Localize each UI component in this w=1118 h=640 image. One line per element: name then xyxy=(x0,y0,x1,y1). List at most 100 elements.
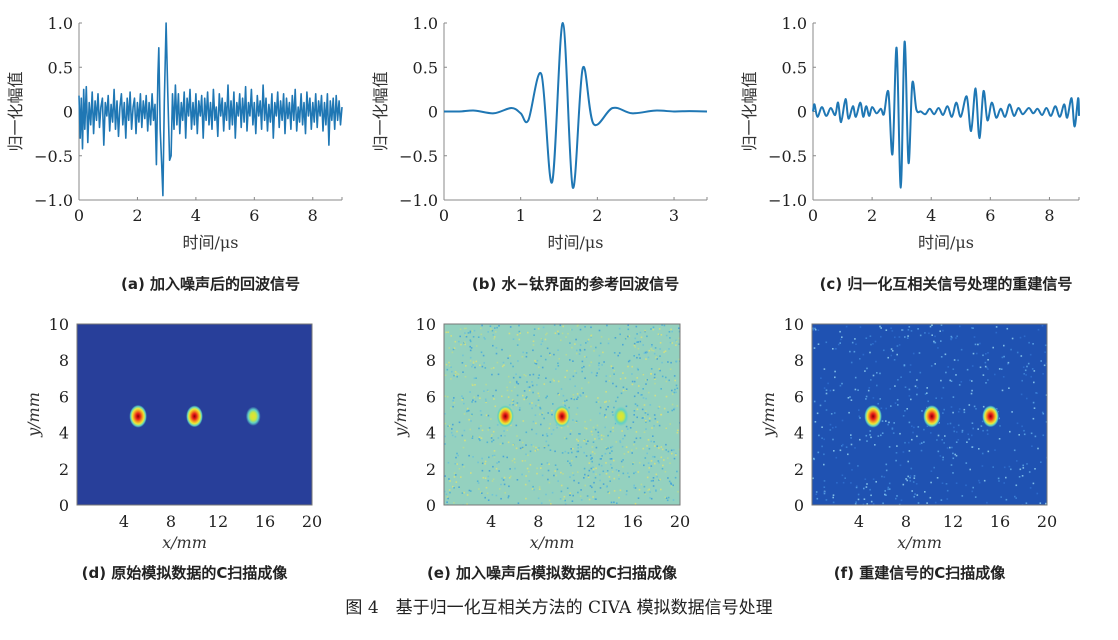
noise-speck xyxy=(667,496,670,499)
noise-speck xyxy=(646,476,649,479)
noise-speck xyxy=(459,328,462,331)
noise-speck xyxy=(636,404,639,407)
noise-speck xyxy=(905,478,907,480)
noise-speck xyxy=(660,488,662,491)
noise-speck xyxy=(529,374,531,376)
noise-speck xyxy=(533,334,535,336)
noise-speck xyxy=(958,408,961,410)
noise-speck xyxy=(630,449,633,451)
noise-speck xyxy=(857,465,859,467)
noise-speck xyxy=(604,401,606,403)
noise-speck xyxy=(836,482,838,484)
noise-speck xyxy=(913,477,916,479)
noise-speck xyxy=(537,404,540,407)
noise-speck xyxy=(909,475,912,477)
noise-speck xyxy=(510,362,512,365)
noise-speck xyxy=(611,411,614,413)
noise-speck xyxy=(881,475,883,478)
noise-speck xyxy=(546,332,548,335)
noise-speck xyxy=(485,400,487,402)
noise-speck xyxy=(837,343,840,346)
noise-speck xyxy=(544,338,547,341)
noise-speck xyxy=(584,484,586,487)
x-tick-label: 2 xyxy=(592,206,602,225)
noise-speck xyxy=(1042,373,1044,375)
noise-speck xyxy=(815,491,818,493)
noise-speck xyxy=(675,391,677,394)
noise-speck xyxy=(674,476,677,479)
noise-speck xyxy=(550,433,553,435)
noise-speck xyxy=(496,326,498,329)
noise-speck xyxy=(665,334,668,337)
noise-speck xyxy=(485,401,487,404)
noise-speck xyxy=(667,457,669,459)
noise-speck xyxy=(880,434,882,437)
noise-speck xyxy=(825,341,828,344)
noise-speck xyxy=(642,344,644,346)
y-axis-label: y/mm xyxy=(759,392,778,438)
noise-speck xyxy=(961,429,964,432)
noise-speck xyxy=(640,394,643,396)
noise-speck xyxy=(618,470,620,472)
noise-speck xyxy=(599,473,601,476)
noise-speck xyxy=(876,384,878,387)
noise-speck xyxy=(576,349,578,352)
noise-speck xyxy=(602,351,604,354)
noise-speck xyxy=(581,370,583,373)
noise-speck xyxy=(593,452,596,455)
noise-speck xyxy=(497,437,500,439)
noise-speck xyxy=(454,371,457,373)
noise-speck xyxy=(578,353,581,355)
noise-speck xyxy=(655,489,657,491)
noise-speck xyxy=(553,353,555,356)
noise-speck xyxy=(525,431,528,434)
noise-speck xyxy=(1026,365,1028,368)
y-tick-label: −0.5 xyxy=(34,147,73,166)
noise-speck xyxy=(541,366,544,369)
noise-speck xyxy=(560,484,563,487)
noise-speck xyxy=(671,393,674,395)
noise-speck xyxy=(888,446,891,448)
noise-speck xyxy=(1003,466,1006,469)
noise-speck xyxy=(541,413,543,416)
noise-speck xyxy=(521,460,524,462)
noise-speck xyxy=(1011,411,1013,413)
noise-speck xyxy=(564,404,566,406)
noise-speck xyxy=(465,327,467,330)
noise-speck xyxy=(492,430,495,433)
noise-speck xyxy=(650,328,652,330)
x-tick-label: 16 xyxy=(990,512,1010,531)
noise-speck xyxy=(479,410,482,412)
noise-speck xyxy=(987,352,989,354)
noise-speck xyxy=(530,444,533,446)
noise-speck xyxy=(462,354,464,357)
noise-speck xyxy=(605,448,608,450)
noise-speck xyxy=(660,413,663,416)
noise-speck xyxy=(570,464,572,467)
noise-speck xyxy=(458,421,461,424)
noise-speck xyxy=(835,426,837,428)
noise-speck xyxy=(648,420,651,422)
noise-speck xyxy=(560,426,563,429)
noise-speck xyxy=(577,440,580,442)
noise-speck xyxy=(453,476,456,478)
noise-speck xyxy=(453,374,455,377)
x-tick-label: 12 xyxy=(575,512,595,531)
noise-speck xyxy=(845,446,848,448)
noise-speck xyxy=(498,470,500,472)
noise-speck xyxy=(1023,433,1026,436)
noise-speck xyxy=(665,427,667,429)
noise-speck xyxy=(622,372,624,374)
noise-speck xyxy=(970,392,973,395)
noise-speck xyxy=(533,328,536,330)
noise-speck xyxy=(619,441,622,444)
noise-speck xyxy=(885,494,887,496)
noise-speck xyxy=(597,434,600,437)
noise-speck xyxy=(595,473,597,476)
noise-speck xyxy=(890,327,892,329)
noise-speck xyxy=(618,496,620,499)
noise-speck xyxy=(528,402,531,405)
noise-speck xyxy=(507,441,510,444)
